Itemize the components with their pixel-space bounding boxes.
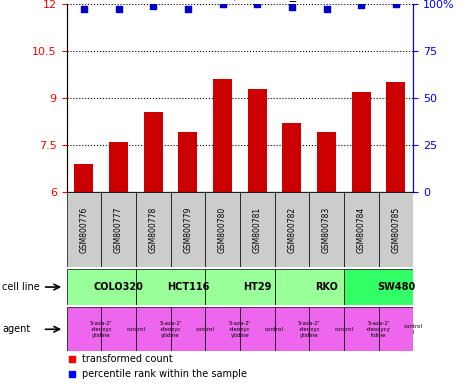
Bar	[352, 92, 371, 192]
Point	[284, 310, 291, 316]
Text: cell line: cell line	[2, 282, 40, 292]
Bar	[74, 164, 94, 192]
Bar	[171, 307, 205, 351]
Bar	[143, 112, 163, 192]
Point	[323, 5, 331, 12]
Bar	[247, 89, 267, 192]
Text: GSM800779: GSM800779	[183, 206, 192, 253]
Text: HT29: HT29	[243, 282, 271, 292]
Bar	[282, 123, 302, 192]
Bar	[136, 307, 171, 351]
Text: GSM800776: GSM800776	[79, 206, 88, 253]
Bar	[213, 79, 232, 192]
Bar	[66, 192, 101, 267]
Bar	[66, 307, 101, 351]
Text: GSM800781: GSM800781	[253, 206, 262, 253]
Text: control: control	[126, 327, 145, 332]
Text: 5-aza-2'
-deoxyc
ytidine: 5-aza-2' -deoxyc ytidine	[90, 321, 113, 338]
Bar	[101, 192, 136, 267]
Bar	[205, 269, 275, 305]
Text: percentile rank within the sample: percentile rank within the sample	[82, 369, 247, 379]
Point	[358, 2, 365, 8]
Bar	[275, 192, 309, 267]
Text: HCT116: HCT116	[167, 282, 209, 292]
Text: GSM800780: GSM800780	[218, 206, 227, 253]
Text: GSM800785: GSM800785	[391, 206, 400, 253]
Bar	[178, 132, 198, 192]
Bar	[101, 307, 136, 351]
Text: GSM800783: GSM800783	[322, 206, 331, 253]
Text: control: control	[265, 327, 284, 332]
Text: control
l: control l	[404, 324, 423, 335]
Bar	[240, 192, 275, 267]
Bar	[344, 192, 379, 267]
Point	[184, 5, 192, 12]
Bar	[344, 307, 379, 351]
Bar	[379, 192, 413, 267]
Bar	[379, 307, 413, 351]
Point	[288, 3, 295, 10]
Text: 5-aza-2'
-deoxyc
ytidine: 5-aza-2' -deoxyc ytidine	[298, 321, 321, 338]
Bar	[109, 142, 128, 192]
Text: agent: agent	[2, 324, 30, 334]
Text: 5-aza-2'
-deoxyc
ytidine: 5-aza-2' -deoxyc ytidine	[228, 321, 251, 338]
Point	[115, 5, 123, 12]
Text: GSM800778: GSM800778	[149, 206, 158, 253]
Bar	[136, 269, 205, 305]
Bar	[275, 269, 344, 305]
Bar	[66, 269, 136, 305]
Text: 5-aza-2'
-deoxycy
tidine: 5-aza-2' -deoxycy tidine	[366, 321, 391, 338]
Text: GSM800784: GSM800784	[357, 206, 366, 253]
Bar	[317, 132, 336, 192]
Bar	[386, 82, 406, 192]
Bar	[240, 307, 275, 351]
Point	[218, 1, 227, 7]
Text: control: control	[196, 327, 215, 332]
Text: control: control	[334, 327, 353, 332]
Bar	[344, 269, 413, 305]
Bar	[309, 307, 344, 351]
Text: GSM800782: GSM800782	[287, 206, 296, 253]
Bar	[275, 307, 309, 351]
Bar	[309, 192, 344, 267]
Point	[80, 7, 88, 13]
Text: COLO320: COLO320	[94, 282, 143, 292]
Text: RKO: RKO	[315, 282, 338, 292]
Point	[392, 1, 400, 7]
Bar	[205, 192, 240, 267]
Point	[254, 1, 261, 7]
Point	[284, 166, 291, 172]
Text: SW480: SW480	[377, 282, 415, 292]
Text: 5-aza-2'
-deoxyc
ytidine: 5-aza-2' -deoxyc ytidine	[159, 321, 182, 338]
Title: GDS4397 / 227027_at: GDS4397 / 227027_at	[171, 0, 309, 1]
Point	[149, 3, 157, 9]
Bar	[205, 307, 240, 351]
Text: transformed count: transformed count	[82, 354, 173, 364]
Bar	[136, 192, 171, 267]
Text: GSM800777: GSM800777	[114, 206, 123, 253]
Bar	[171, 192, 205, 267]
